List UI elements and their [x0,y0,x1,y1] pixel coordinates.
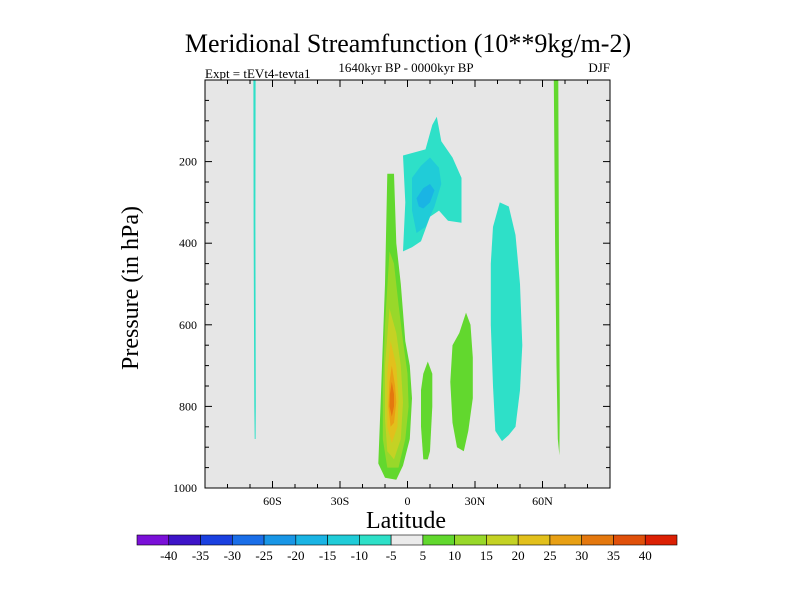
x-tick-label: 30N [465,494,486,508]
colorbar-label: 35 [607,548,620,563]
colorbar-label: -5 [386,548,397,563]
colorbar-swatch [454,534,487,546]
colorbar-swatch [263,534,297,546]
contour-near-equator-positive [421,361,433,460]
colorbar-label: 10 [448,548,461,563]
colorbar-label: 15 [480,548,493,563]
colorbar-label: -40 [160,548,177,563]
colorbar-swatch [644,534,678,546]
contour-tropical-positive-35 [389,381,394,417]
colorbar-label: 30 [575,548,588,563]
season-label: DJF [588,60,610,75]
y-axis-label: Pressure (in hPa) [118,206,144,370]
colorbar-swatch [136,534,170,546]
experiment-label: Expt = tEVt4-tevta1 [205,66,311,81]
colorbar-swatch [327,534,360,546]
contour-regions [253,80,560,480]
colorbar-label: -20 [287,548,304,563]
colorbar-label: 5 [420,548,427,563]
y-axis-ticks: 200 400 600 800 1000 [173,99,610,495]
colorbar-swatch [168,534,201,546]
y-tick-label: 1000 [173,481,197,495]
colorbar-label: -25 [255,548,272,563]
colorbar-swatch [231,534,265,546]
y-tick-label: 600 [179,318,197,332]
colorbar-label: -30 [224,548,241,563]
x-axis-ticks: 60S 30S 0 30N 60N [227,80,588,508]
contour-nh-subtropical-positive [450,312,473,452]
x-axis-label: Latitude [366,508,446,534]
colorbar-swatch [549,534,583,546]
colorbar-swatch [613,534,646,546]
y-tick-label: 800 [179,399,197,413]
chart-title: Meridional Streamfunction (10**9kg/m-2) [185,29,631,58]
x-tick-label: 0 [405,494,411,508]
contour-sh-high-lat-band [253,80,256,439]
colorbar-label: -15 [319,548,336,563]
contour-nh-high-lat-band [553,80,560,456]
colorbar-swatch [422,534,455,546]
plot-area: 200 400 600 800 1000 60S 30S 0 30N 60N [173,79,611,508]
contour-nh-midlat-negative [490,202,523,442]
colorbar-label: 20 [512,548,525,563]
colorbar-label: -35 [192,548,209,563]
x-tick-label: 30S [331,494,350,508]
colorbar-swatch [390,534,424,546]
colorbar-swatch [359,534,392,546]
colorbar-swatch [581,534,614,546]
colorbar-swatch [295,534,328,546]
colorbar: -40 -35 -30 -25 -20 -15 -10 -5 5 10 15 20 25 30 35 40 [136,534,678,563]
colorbar-swatch [200,534,233,546]
y-tick-label: 400 [179,236,197,250]
period-label: 1640kyr BP - 0000kyr BP [338,60,473,75]
colorbar-swatch [486,534,519,546]
x-tick-label: 60S [263,494,282,508]
y-tick-label: 200 [179,155,197,169]
contour-upper-trop-cell-core [416,184,435,209]
colorbar-label: 25 [543,548,556,563]
colorbar-label: 40 [639,548,652,563]
colorbar-label: -10 [351,548,368,563]
x-tick-label: 60N [532,494,553,508]
colorbar-swatch [517,534,551,546]
